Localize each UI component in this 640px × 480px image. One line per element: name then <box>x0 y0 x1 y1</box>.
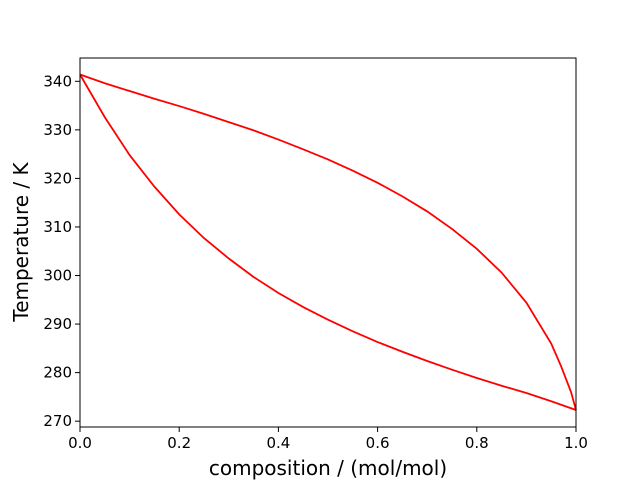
y-tick-label: 310 <box>43 218 72 236</box>
y-axis-ticks: 270 280 290 300 310 320 330 340 <box>43 72 80 430</box>
series-line-2 <box>79 73 577 411</box>
x-tick-label: 0.8 <box>465 434 489 452</box>
x-tick-label: 0.6 <box>366 434 390 452</box>
y-axis-label: Temperature / K <box>9 161 33 322</box>
x-tick-label: 0.2 <box>167 434 191 452</box>
y-tick-label: 270 <box>43 412 72 430</box>
y-tick-label: 300 <box>43 267 72 285</box>
x-axis-ticks: 0.0 0.2 0.4 0.6 0.8 1.0 <box>68 427 588 452</box>
series-curves <box>79 73 577 411</box>
y-tick-label: 280 <box>43 364 72 382</box>
x-axis-label: composition / (mol/mol) <box>209 456 447 480</box>
y-tick-label: 330 <box>43 121 72 139</box>
series-line-1 <box>79 74 577 411</box>
y-tick-label: 340 <box>43 72 72 90</box>
x-tick-label: 1.0 <box>564 434 588 452</box>
plot-frame <box>79 57 577 428</box>
x-tick-label: 0.0 <box>68 434 92 452</box>
y-tick-label: 320 <box>43 169 72 187</box>
y-tick-label: 290 <box>43 315 72 333</box>
x-tick-label: 0.4 <box>266 434 290 452</box>
